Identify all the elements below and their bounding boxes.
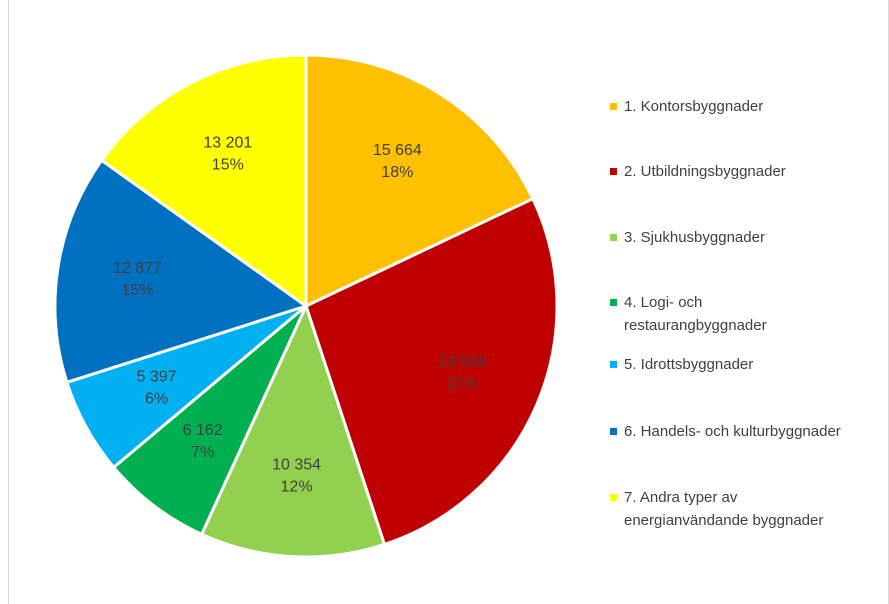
value-label: 5 397 [136, 369, 176, 386]
value-label: 15 664 [373, 142, 422, 159]
legend-swatch [610, 361, 617, 368]
percent-label: 18% [381, 164, 413, 181]
legend-label: 2. Utbildningsbyggnader [624, 163, 786, 180]
slice [99, 53, 308, 309]
legend-label: 5. Idrottsbyggnader [624, 356, 754, 373]
legend-label: 7. Andra typer av energianvändande byggn… [624, 489, 824, 529]
percent-label: 12% [281, 479, 313, 496]
percent-label: 15% [212, 156, 244, 173]
legend-label: 3. Sjukhusbyggnader [624, 229, 765, 246]
value-label: 13 201 [203, 134, 252, 151]
legend-entry: 6. Handels- och kulturbyggnader [610, 420, 849, 443]
percent-label: 6% [145, 391, 168, 408]
slice [304, 196, 559, 547]
legend-entry: 5. Idrottsbyggnader [610, 353, 849, 376]
legend-swatch [610, 234, 617, 241]
value-label: 6 162 [183, 422, 223, 439]
legend-swatch [610, 494, 617, 501]
legend-swatch [610, 428, 617, 435]
percent-label: 15% [121, 282, 153, 299]
slice [304, 53, 535, 309]
legend-swatch [610, 103, 617, 110]
legend-swatch [610, 299, 617, 306]
legend-entry: 7. Andra typer av energianvändande byggn… [610, 486, 849, 532]
value-label: 23 508 [438, 354, 487, 371]
legend-entry: 1. Kontorsbyggnader [610, 95, 849, 118]
legend-entry: 2. Utbildningsbyggnader [610, 160, 849, 183]
slice [53, 158, 310, 385]
legend-entry: 4. Logi- och restaurangbyggnader [610, 291, 849, 337]
value-label: 10 354 [272, 457, 321, 474]
value-label: 12 877 [113, 260, 162, 277]
legend-label: 1. Kontorsbyggnader [624, 98, 764, 115]
legend-label: 4. Logi- och restaurangbyggnader [624, 294, 767, 334]
percent-label: 27% [447, 376, 479, 393]
legend-label: 6. Handels- och kulturbyggnader [624, 423, 841, 440]
percent-label: 7% [191, 444, 214, 461]
legend-entry: 3. Sjukhusbyggnader [610, 226, 849, 249]
slice [199, 301, 387, 559]
slice [111, 304, 308, 537]
legend-swatch [610, 168, 617, 175]
